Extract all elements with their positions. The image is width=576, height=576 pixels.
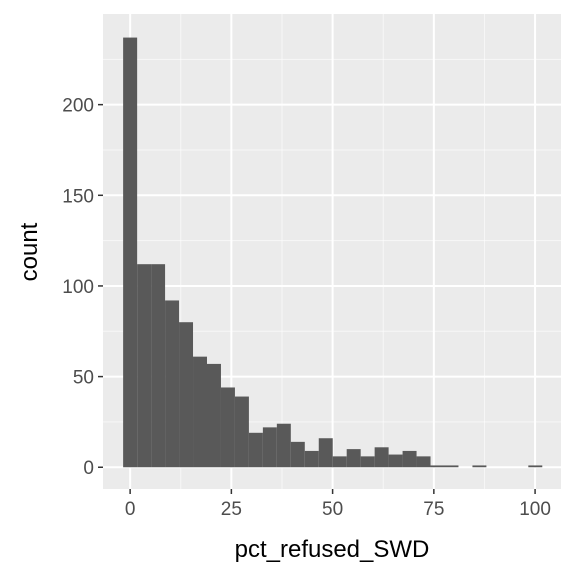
y-axis-ticks: 0 50 100 150 200 [62,96,103,479]
x-axis-title: pct_refused_SWD [235,536,430,563]
histogram-bar [123,37,138,468]
y-tick-label: 150 [62,186,94,207]
histogram-bar [528,465,543,468]
histogram-bars [123,37,543,468]
histogram-bar [179,322,194,468]
histogram-bar [151,264,166,468]
y-tick-label: 100 [62,277,94,298]
histogram-bar [290,441,305,468]
histogram-bar [276,423,291,468]
y-tick-label: 200 [62,96,94,117]
y-tick-label: 50 [73,368,94,389]
x-tick-label: 0 [125,499,136,520]
histogram-bar [430,465,445,468]
y-axis-title: count [16,222,43,281]
histogram-bar [332,456,347,468]
histogram-bar [444,465,459,468]
histogram-bar [137,264,152,468]
histogram-bar [346,449,361,468]
histogram-bar [234,396,249,468]
y-tick-label: 0 [83,458,94,479]
x-tick-label: 75 [423,499,444,520]
histogram-bar [304,450,319,468]
histogram-bar [402,450,417,468]
x-axis-ticks: 0 25 50 75 100 [125,489,551,520]
histogram-bar [193,356,207,468]
histogram-bar [416,456,431,468]
histogram-bar [374,447,389,468]
histogram-bar [206,363,221,468]
histogram-bar [248,432,263,468]
histogram-bar [220,387,235,468]
x-tick-label: 100 [519,499,551,520]
histogram-bar [360,456,375,468]
histogram-bar [388,454,403,468]
histogram-bar [165,300,180,468]
x-tick-label: 25 [221,499,242,520]
histogram-bar [318,438,333,468]
histogram-bar [472,465,487,468]
x-tick-label: 50 [322,499,343,520]
histogram-bar [262,427,277,468]
